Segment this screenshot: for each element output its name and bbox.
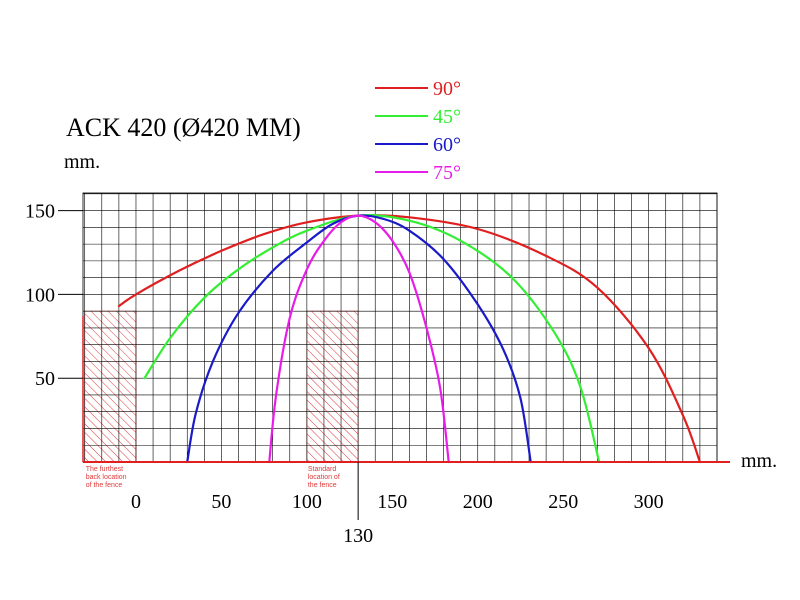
legend-label-3: 75° <box>433 162 461 184</box>
fence-label: location of <box>308 474 340 481</box>
x-axis-label: mm. <box>741 450 777 472</box>
series-line-3 <box>268 214 450 464</box>
y-tick-label: 50 <box>35 368 55 390</box>
legend-label-2: 60° <box>433 134 461 156</box>
x-tick-label: 250 <box>548 491 578 513</box>
x-tick-label: 50 <box>211 491 231 513</box>
fence-label: back location <box>86 474 127 481</box>
tick-labels: 0 50 100 150 200 250 300 130 50 100 150 <box>25 201 664 547</box>
legend-label-0: 90° <box>433 78 461 100</box>
fence-area-1 <box>306 310 359 463</box>
x-tick-label-130: 130 <box>343 525 373 547</box>
fence-label: the fence <box>308 482 337 489</box>
legend-label-1: 45° <box>433 106 461 128</box>
axes <box>82 316 730 463</box>
legend: 90° 45° 60° 75° <box>375 78 461 184</box>
x-tick-label: 0 <box>131 491 141 513</box>
fence-label: The furthest <box>86 466 123 473</box>
series-line-0 <box>117 214 701 464</box>
y-tick-label: 100 <box>25 284 55 306</box>
y-tick-label: 150 <box>25 201 55 223</box>
x-tick-label: 300 <box>634 491 664 513</box>
fence-label: Standard <box>308 466 337 473</box>
series-group <box>117 214 701 464</box>
chart-title: ACK 420 (Ø420 MM) <box>66 113 301 142</box>
y-axis-label: mm. <box>64 151 100 173</box>
series-line-1 <box>143 214 601 464</box>
x-tick-label: 150 <box>377 491 407 513</box>
fence-area-0 <box>84 310 137 463</box>
x-tick-label: 100 <box>292 491 322 513</box>
x-tick-label: 200 <box>463 491 493 513</box>
fence-label: of the fence <box>86 482 123 489</box>
